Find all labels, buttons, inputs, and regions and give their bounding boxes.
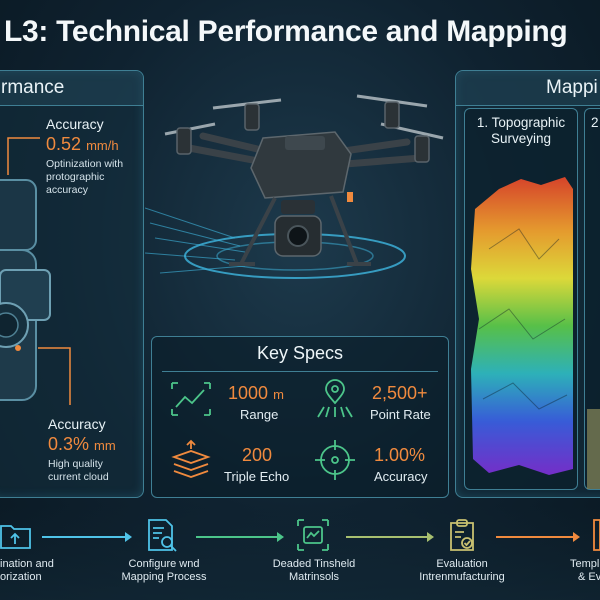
clipboard-check-icon xyxy=(450,519,474,551)
location-pin-scan-icon xyxy=(317,379,353,418)
workflow-step-label: Deaded Tinsheld Matrinsols xyxy=(262,558,366,584)
callout-lines xyxy=(7,137,71,405)
workflow-arrow xyxy=(496,532,580,542)
spec-range-label: Range xyxy=(240,407,279,422)
drone-illustration xyxy=(145,94,444,279)
workflow-step-label: ination and orization xyxy=(0,558,54,584)
workflow-arrow xyxy=(42,532,132,542)
accuracy-top-number: 0.52 xyxy=(46,134,82,154)
accuracy-bottom-desc-line: current cloud xyxy=(48,471,109,483)
accuracy-bottom-value: 0.3% mm xyxy=(48,434,116,455)
accuracy-bottom-desc-line: High quality xyxy=(48,458,103,470)
spec-triple-echo-value: 200 xyxy=(242,445,273,465)
workflow-step-line: Deaded Tinsheld xyxy=(272,558,356,570)
workflow-step-line: ination and xyxy=(0,558,54,570)
mapping-panel-header: Mappi xyxy=(456,71,600,106)
workflow-step-line: Intrenmufacturing xyxy=(419,571,505,583)
performance-panel-header: rmance xyxy=(0,71,143,106)
workflow-step-label: Templ & Ev xyxy=(570,558,600,584)
spec-accuracy-value: 1.00% xyxy=(374,445,426,465)
accuracy-bottom-unit: mm xyxy=(94,438,116,453)
spec-point-rate-label: Point Rate xyxy=(370,407,431,422)
workflow-step-line: Evaluation xyxy=(436,558,488,570)
workflow-step-label: Evaluation Intrenmufacturing xyxy=(410,558,514,584)
workflow-step-line: Mapping Process xyxy=(121,571,207,583)
key-specs-panel: Key Specs 1000 m Range 2,500+ Point Rate… xyxy=(151,336,449,498)
accuracy-top-desc-line: Optinization with xyxy=(46,158,124,170)
topographic-card-title: 1. Topographic Surveying xyxy=(465,115,577,147)
workflow-step-line: orization xyxy=(0,571,42,583)
workflow-step-line: Matrinsols xyxy=(288,571,340,583)
workflow-step-label: Configure wnd Mapping Process xyxy=(112,558,216,584)
workflow-step-line: Configure wnd xyxy=(128,558,200,570)
topographic-card-title-line: 1. Topographic xyxy=(476,115,566,130)
document-icon xyxy=(593,519,600,551)
accuracy-top-desc-line: accuracy xyxy=(46,184,89,196)
workflow-arrow xyxy=(346,532,434,542)
spec-triple-echo-label: Triple Echo xyxy=(224,469,290,484)
key-specs-divider xyxy=(162,371,438,372)
spec-range-value: 1000 m xyxy=(228,383,284,404)
scan-frame-icon xyxy=(297,519,329,551)
document-search-icon xyxy=(148,519,177,552)
accuracy-bottom-number: 0.3% xyxy=(48,434,90,454)
spec-accuracy-label: Accuracy xyxy=(374,469,428,484)
page-title: L3: Technical Performance and Mapping xyxy=(4,15,568,48)
workflow-step-line: Templ xyxy=(570,558,600,570)
spec-range-number: 1000 xyxy=(228,383,269,403)
spec-point-rate-value: 2,500+ xyxy=(372,383,428,403)
spec-range-unit: m xyxy=(273,387,284,402)
accuracy-top-value: 0.52 mm/h xyxy=(46,134,119,155)
point-cloud-terrain-image xyxy=(471,177,573,475)
mapping-card-2-title: 2 xyxy=(591,115,599,130)
accuracy-top-label: Accuracy xyxy=(46,116,104,132)
line-chart-icon xyxy=(171,382,211,416)
workflow-arrow xyxy=(196,532,284,542)
accuracy-top-unit: mm/h xyxy=(86,138,119,153)
accuracy-top-desc-line: protographic xyxy=(46,171,105,183)
point-cloud-forest-image xyxy=(587,409,600,489)
layers-icon xyxy=(171,439,211,478)
crosshair-icon xyxy=(315,440,355,480)
accuracy-bottom-desc: High quality current cloud xyxy=(48,458,109,484)
workflow-step-line: & Ev xyxy=(578,571,600,583)
accuracy-top-desc: Optinization with protographic accuracy xyxy=(46,158,123,197)
key-specs-title: Key Specs xyxy=(256,343,344,363)
folder-upload-icon xyxy=(0,525,31,549)
topographic-card-title-line: Surveying xyxy=(490,131,552,146)
workflow-bar: ination and orization Configure wnd Mapp… xyxy=(0,506,600,600)
accuracy-bottom-label: Accuracy xyxy=(48,416,106,432)
topographic-card: 1. Topographic Surveying xyxy=(464,108,578,490)
mapping-card-2: 2 xyxy=(584,108,600,490)
lidar-sensor-illustration xyxy=(0,179,51,401)
